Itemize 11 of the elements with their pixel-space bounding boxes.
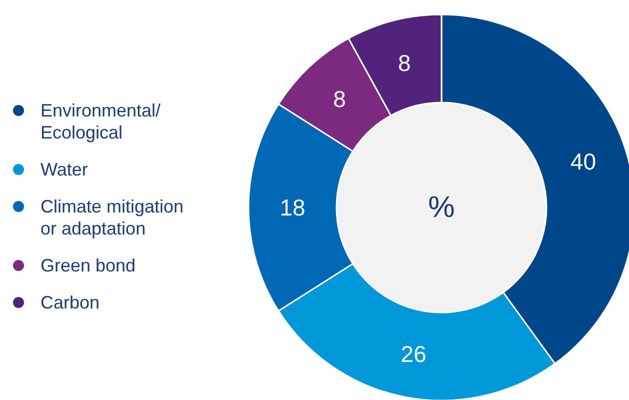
legend-label: Environmental/Ecological (40, 100, 161, 142)
data-label: 18 (280, 194, 306, 220)
data-label: 8 (398, 50, 411, 76)
data-label: 26 (400, 340, 426, 367)
legend-label: Water (40, 160, 88, 180)
legend-label: Climate mitigation or adaptation (40, 196, 184, 238)
legend-label: Green bond (40, 256, 136, 276)
data-label: 8 (333, 86, 346, 112)
data-label: 40 (570, 148, 596, 174)
text: % (428, 191, 455, 224)
legend-label: Carbon (40, 292, 100, 312)
